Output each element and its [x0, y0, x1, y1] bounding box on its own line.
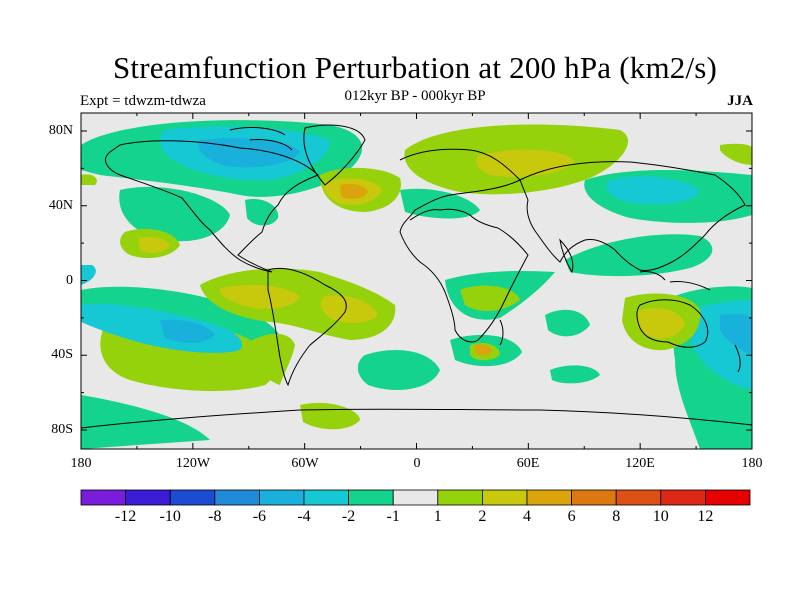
colorbar-swatch	[481, 489, 528, 506]
lon-label-120w: 120W	[175, 456, 211, 471]
colorbar-swatch	[660, 489, 706, 506]
lon-label-120e: 120E	[625, 456, 655, 471]
colorbar-swatch	[392, 489, 439, 506]
colorbar-swatch	[80, 489, 126, 506]
colorbar-swatch	[437, 489, 483, 506]
colorbar-swatch	[169, 489, 216, 506]
lon-label-180w: 180	[70, 456, 92, 471]
lon-label-60w: 60W	[291, 456, 319, 471]
map-subtitle: 012kyr BP - 000kyr BP	[344, 88, 486, 104]
lon-label-0: 0	[413, 456, 421, 471]
colorbar-label: -4	[297, 508, 311, 525]
colorbar-swatch	[571, 489, 617, 506]
colorbar-label: 4	[523, 508, 531, 525]
colorbar-label: 12	[697, 508, 714, 525]
colorbar-label: 8	[612, 508, 621, 525]
colorbar-label: 2	[478, 508, 487, 525]
season-label: JJA	[727, 93, 753, 109]
colorbar-swatch	[258, 489, 305, 506]
colorbar-label: -12	[114, 508, 137, 525]
colorbar-swatch	[125, 489, 171, 506]
colorbar-swatch	[526, 489, 572, 506]
lat-label-80n: 80N	[48, 123, 73, 138]
colorbar-label: -1	[386, 508, 400, 525]
colorbar-swatch	[348, 489, 394, 506]
colorbar-label: 6	[567, 508, 576, 525]
coastlines	[81, 124, 752, 429]
lon-label-180e: 180	[741, 456, 763, 471]
colorbar	[80, 489, 751, 506]
colorbar-label: 1	[433, 508, 442, 525]
lat-label-40n: 40N	[48, 198, 73, 213]
colorbar-swatch	[214, 489, 260, 506]
lat-label-80s: 80S	[51, 422, 73, 437]
map-plot-area	[81, 113, 752, 449]
experiment-label: Expt = tdwzm-tdwza	[80, 93, 206, 109]
lat-label-0: 0	[66, 273, 73, 288]
colorbar-label: -2	[341, 508, 356, 525]
colorbar-swatch	[705, 489, 751, 506]
colorbar-label: -6	[252, 508, 267, 525]
positive-max-fill	[340, 183, 492, 356]
map-title: Streamfunction Perturbation at 200 hPa (…	[112, 50, 718, 85]
axis-ticks	[80, 113, 753, 449]
colorbar-label: -8	[208, 508, 222, 525]
colorbar-label: -10	[159, 508, 181, 525]
colorbar-swatch	[303, 489, 349, 506]
colorbar-label: 10	[652, 508, 669, 525]
lon-label-60e: 60E	[516, 456, 540, 471]
colorbar-swatch	[615, 489, 662, 506]
lat-label-40s: 40S	[51, 347, 73, 362]
